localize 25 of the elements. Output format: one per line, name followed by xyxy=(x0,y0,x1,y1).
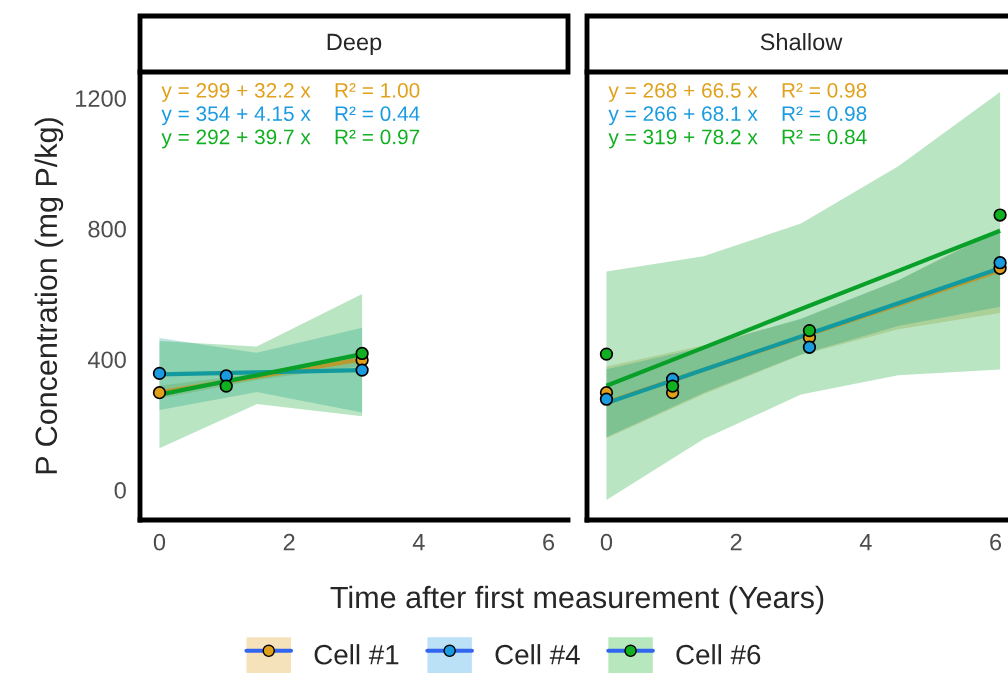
y-tick-label: 0 xyxy=(114,482,126,499)
annotation: y = 299 + 32.2 x R² = 1.00 xyxy=(161,83,420,102)
x-tick-label: 6 xyxy=(990,533,1002,551)
annotation: y = 292 + 39.7 x R² = 0.97 xyxy=(161,129,420,149)
x-tick-label: 2 xyxy=(730,533,742,551)
x-axis-title: Time after first measurement (Years) xyxy=(330,585,824,615)
chart-title: Deep xyxy=(327,33,382,56)
annotation: y = 268 + 66.5 x R² = 0.98 xyxy=(608,83,867,102)
y-axis-title: P Concentration (mg P/kg) xyxy=(34,118,64,474)
x-tick-label: 2 xyxy=(283,533,295,551)
y-tick-label: 400 xyxy=(87,351,126,369)
x-tick-label: 4 xyxy=(859,534,872,551)
annotation: y = 319 + 78.2 x R² = 0.84 xyxy=(608,129,867,149)
legend-label: Cell #4 xyxy=(495,644,580,665)
y-tick-label: 1200 xyxy=(76,90,126,107)
x-tick-label: 4 xyxy=(412,534,425,551)
annotation: y = 266 + 68.1 x R² = 0.98 xyxy=(608,106,867,126)
legend-label: Cell #6 xyxy=(676,644,761,665)
legend-label: Cell #1 xyxy=(314,644,399,665)
y-tick-label: 800 xyxy=(88,220,126,238)
x-tick-label: 6 xyxy=(543,533,555,551)
x-tick-label: 0 xyxy=(600,533,613,551)
chart-title: Shallow xyxy=(760,33,843,51)
annotation: y = 354 + 4.15 x R² = 0.44 xyxy=(161,106,420,126)
x-tick-label: 0 xyxy=(153,533,166,551)
